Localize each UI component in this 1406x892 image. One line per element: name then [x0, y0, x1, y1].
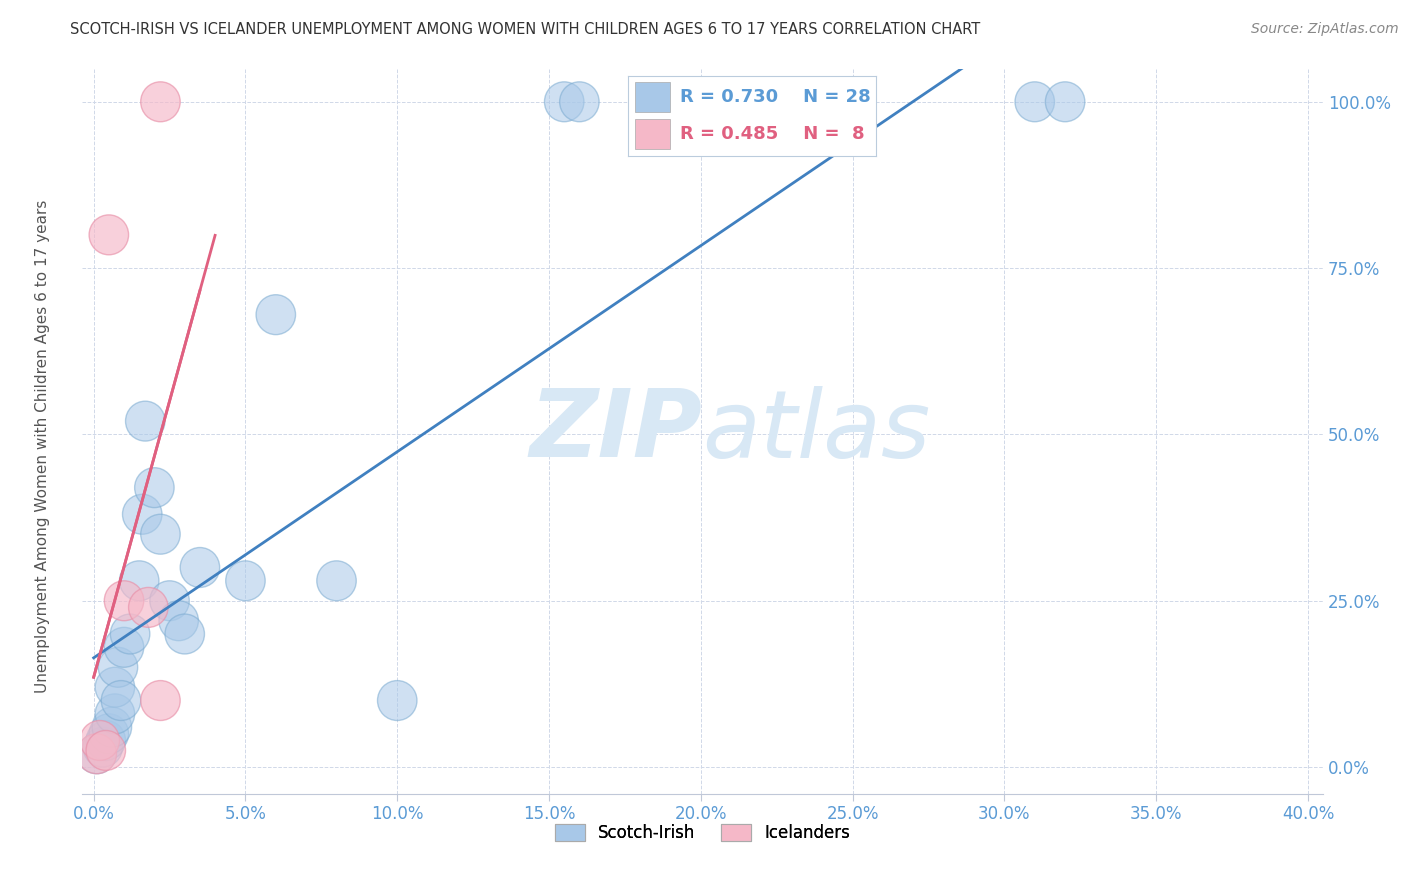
- Ellipse shape: [96, 667, 135, 707]
- Ellipse shape: [77, 734, 117, 773]
- Ellipse shape: [93, 707, 132, 747]
- Ellipse shape: [89, 215, 128, 255]
- Ellipse shape: [544, 82, 583, 121]
- Text: Source: ZipAtlas.com: Source: ZipAtlas.com: [1251, 22, 1399, 37]
- Ellipse shape: [128, 588, 169, 627]
- Ellipse shape: [560, 82, 599, 121]
- Ellipse shape: [122, 494, 162, 534]
- Ellipse shape: [180, 548, 219, 588]
- Ellipse shape: [101, 681, 141, 721]
- Ellipse shape: [86, 731, 125, 771]
- Ellipse shape: [256, 294, 295, 334]
- Ellipse shape: [104, 627, 143, 667]
- Ellipse shape: [104, 581, 143, 621]
- Ellipse shape: [86, 721, 125, 760]
- Ellipse shape: [141, 515, 180, 554]
- Ellipse shape: [77, 734, 117, 773]
- Text: SCOTCH-IRISH VS ICELANDER UNEMPLOYMENT AMONG WOMEN WITH CHILDREN AGES 6 TO 17 YE: SCOTCH-IRISH VS ICELANDER UNEMPLOYMENT A…: [70, 22, 980, 37]
- Text: Unemployment Among Women with Children Ages 6 to 17 years: Unemployment Among Women with Children A…: [35, 199, 49, 693]
- Ellipse shape: [159, 600, 198, 640]
- Ellipse shape: [141, 82, 180, 121]
- Ellipse shape: [83, 727, 122, 767]
- Ellipse shape: [120, 561, 159, 600]
- Ellipse shape: [141, 681, 180, 721]
- Ellipse shape: [226, 561, 266, 600]
- Ellipse shape: [98, 648, 138, 687]
- Ellipse shape: [1015, 82, 1054, 121]
- Text: atlas: atlas: [703, 385, 931, 476]
- Ellipse shape: [110, 614, 150, 654]
- Legend: Scotch-Irish, Icelanders: Scotch-Irish, Icelanders: [547, 816, 858, 851]
- Ellipse shape: [377, 681, 418, 721]
- Text: ZIP: ZIP: [530, 385, 703, 477]
- Ellipse shape: [316, 561, 356, 600]
- Ellipse shape: [1046, 82, 1085, 121]
- Ellipse shape: [150, 581, 190, 621]
- Ellipse shape: [125, 401, 165, 441]
- Ellipse shape: [96, 694, 135, 734]
- Ellipse shape: [165, 614, 204, 654]
- Ellipse shape: [89, 714, 128, 754]
- Ellipse shape: [80, 721, 120, 760]
- Ellipse shape: [135, 467, 174, 508]
